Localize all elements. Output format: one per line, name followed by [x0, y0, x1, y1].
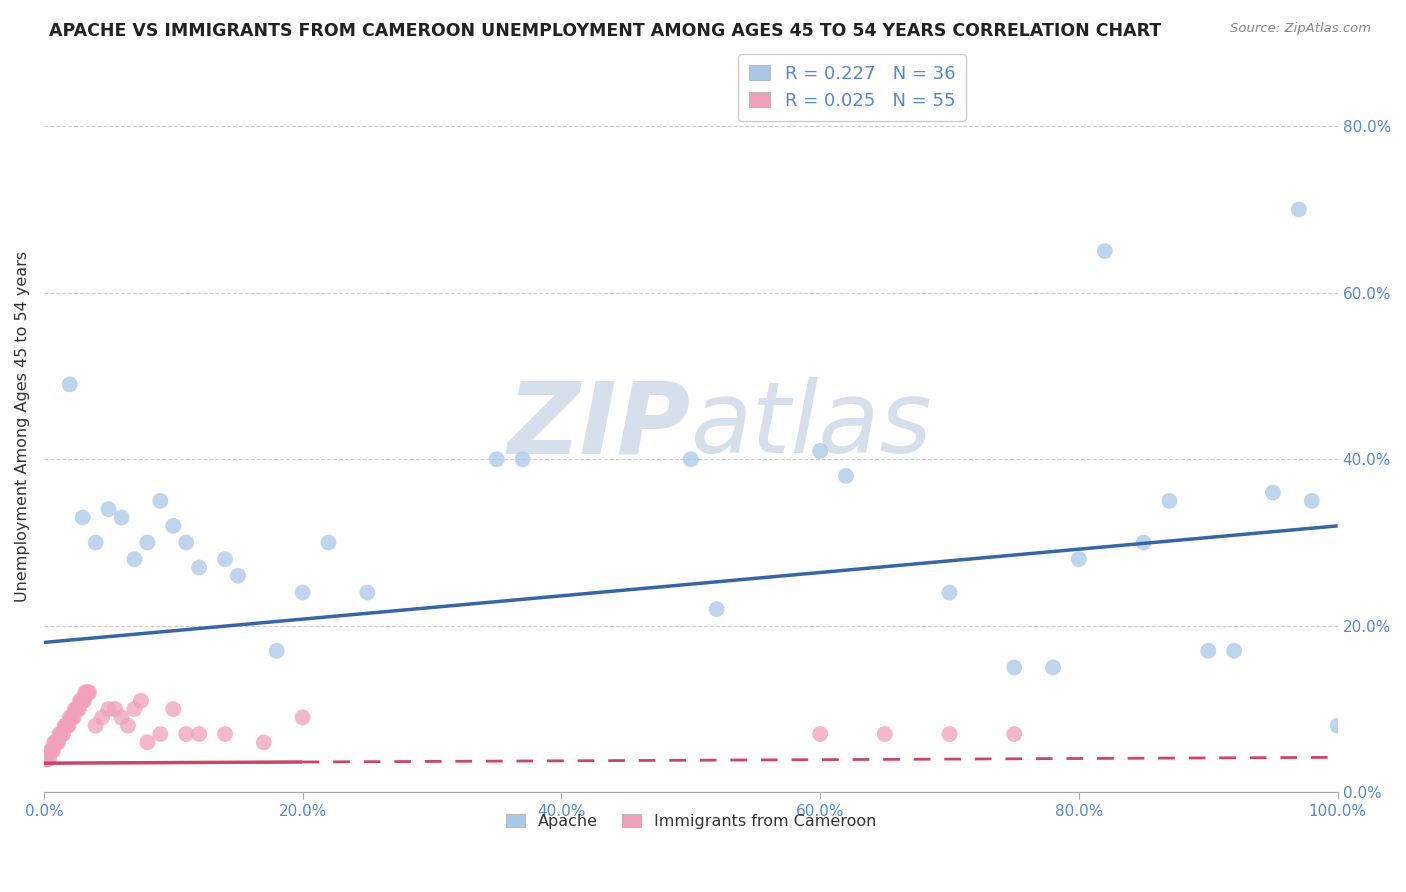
- Point: [162, 519, 184, 533]
- Point: [226, 569, 249, 583]
- Point: [1132, 535, 1154, 549]
- Point: [873, 727, 896, 741]
- Text: ZIP: ZIP: [508, 377, 690, 475]
- Point: [808, 444, 831, 458]
- Point: [1301, 494, 1323, 508]
- Point: [77, 685, 100, 699]
- Point: [1042, 660, 1064, 674]
- Point: [65, 702, 87, 716]
- Point: [66, 702, 89, 716]
- Point: [46, 735, 69, 749]
- Point: [84, 719, 107, 733]
- Point: [1326, 719, 1348, 733]
- Point: [59, 710, 82, 724]
- Point: [110, 510, 132, 524]
- Point: [808, 727, 831, 741]
- Point: [214, 727, 236, 741]
- Point: [44, 735, 66, 749]
- Point: [76, 685, 98, 699]
- Point: [70, 694, 93, 708]
- Point: [60, 710, 83, 724]
- Point: [291, 710, 314, 724]
- Point: [266, 644, 288, 658]
- Point: [49, 727, 72, 741]
- Point: [174, 727, 197, 741]
- Point: [117, 719, 139, 733]
- Point: [129, 694, 152, 708]
- Point: [1197, 644, 1219, 658]
- Point: [69, 694, 91, 708]
- Point: [214, 552, 236, 566]
- Point: [174, 535, 197, 549]
- Point: [149, 494, 172, 508]
- Point: [1094, 244, 1116, 259]
- Point: [58, 719, 80, 733]
- Point: [62, 710, 84, 724]
- Point: [136, 735, 159, 749]
- Point: [77, 685, 100, 699]
- Point: [356, 585, 378, 599]
- Point: [38, 752, 60, 766]
- Point: [1261, 485, 1284, 500]
- Point: [91, 710, 114, 724]
- Point: [72, 694, 94, 708]
- Point: [512, 452, 534, 467]
- Y-axis label: Unemployment Among Ages 45 to 54 years: Unemployment Among Ages 45 to 54 years: [15, 251, 30, 601]
- Point: [1288, 202, 1310, 217]
- Point: [162, 702, 184, 716]
- Point: [1002, 660, 1025, 674]
- Point: [73, 694, 96, 708]
- Point: [1067, 552, 1090, 566]
- Point: [59, 377, 82, 392]
- Point: [1159, 494, 1181, 508]
- Point: [1223, 644, 1246, 658]
- Point: [124, 702, 146, 716]
- Point: [39, 744, 62, 758]
- Point: [124, 552, 146, 566]
- Point: [52, 727, 75, 741]
- Text: atlas: atlas: [690, 377, 932, 475]
- Point: [53, 719, 76, 733]
- Text: Source: ZipAtlas.com: Source: ZipAtlas.com: [1230, 22, 1371, 36]
- Point: [835, 469, 858, 483]
- Legend: Apache, Immigrants from Cameroon: Apache, Immigrants from Cameroon: [499, 807, 882, 836]
- Point: [41, 744, 63, 758]
- Point: [253, 735, 276, 749]
- Point: [34, 752, 56, 766]
- Point: [485, 452, 508, 467]
- Point: [72, 510, 94, 524]
- Point: [84, 535, 107, 549]
- Point: [318, 535, 340, 549]
- Point: [104, 702, 127, 716]
- Point: [45, 735, 67, 749]
- Point: [97, 702, 120, 716]
- Point: [110, 710, 132, 724]
- Point: [291, 585, 314, 599]
- Point: [44, 735, 66, 749]
- Point: [75, 685, 97, 699]
- Point: [35, 752, 58, 766]
- Point: [188, 560, 211, 574]
- Point: [679, 452, 702, 467]
- Point: [1002, 727, 1025, 741]
- Point: [97, 502, 120, 516]
- Point: [51, 727, 73, 741]
- Text: APACHE VS IMMIGRANTS FROM CAMEROON UNEMPLOYMENT AMONG AGES 45 TO 54 YEARS CORREL: APACHE VS IMMIGRANTS FROM CAMEROON UNEMP…: [49, 22, 1161, 40]
- Point: [55, 719, 77, 733]
- Point: [188, 727, 211, 741]
- Point: [67, 702, 90, 716]
- Point: [60, 710, 83, 724]
- Point: [149, 727, 172, 741]
- Point: [706, 602, 728, 616]
- Point: [938, 585, 960, 599]
- Point: [136, 535, 159, 549]
- Point: [48, 727, 70, 741]
- Point: [42, 744, 65, 758]
- Point: [37, 752, 59, 766]
- Point: [63, 702, 86, 716]
- Point: [56, 719, 79, 733]
- Point: [938, 727, 960, 741]
